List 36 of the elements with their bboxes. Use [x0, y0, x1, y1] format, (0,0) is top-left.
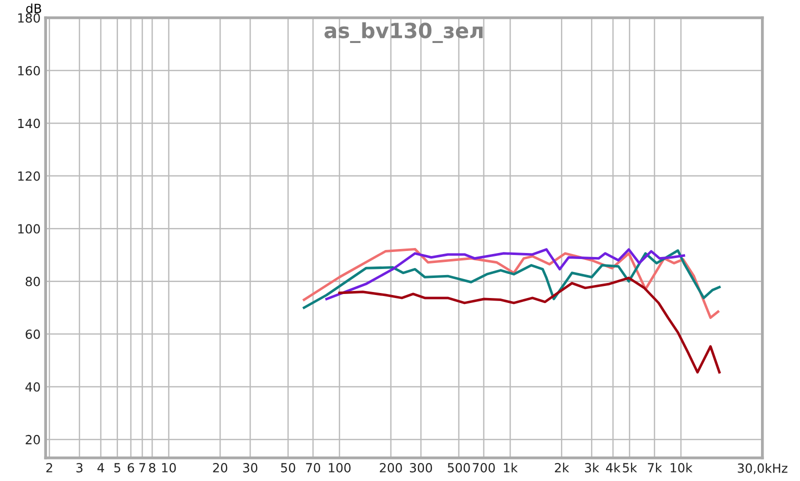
y-tick-label: 20 — [26, 434, 40, 444]
x-tick-label: 2 — [46, 462, 52, 472]
x-tick-label: 20 — [213, 462, 228, 472]
x-tick-label: 300 — [410, 462, 432, 472]
x-tick-label: 30 — [243, 462, 258, 472]
y-tick-label: 180 — [18, 13, 40, 23]
y-tick-label: 140 — [18, 118, 40, 128]
x-tick-label: 3 — [76, 462, 82, 472]
x-tick-label: 500 — [448, 462, 470, 472]
y-axis-title: dB — [26, 4, 42, 14]
y-tick-label: 160 — [18, 66, 40, 76]
y-tick-label: 40 — [25, 382, 40, 392]
x-tick-label: 4k — [606, 462, 621, 472]
x-tick-label: 200 — [380, 462, 402, 472]
y-tick-label: 100 — [18, 224, 40, 234]
y-tick-label: 80 — [26, 276, 40, 286]
x-tick-label: 50 — [281, 462, 296, 472]
x-tick-label: 10 — [162, 462, 176, 472]
x-tick-label: 70 — [306, 462, 320, 472]
x-tick-label: 1k — [504, 462, 518, 472]
x-tick-label: 5 — [114, 463, 120, 472]
x-tick-label: 10k — [670, 462, 692, 472]
y-tick-label: 60 — [26, 330, 40, 339]
x-axis-title: 30,0kHz — [738, 463, 788, 474]
x-tick-label: 700 — [472, 462, 495, 472]
x-tick-label: 7k — [648, 462, 662, 472]
chart-title: as_bv130_зел — [324, 22, 483, 43]
x-tick-label: 2k — [554, 462, 570, 472]
x-tick-label: 100 — [328, 462, 351, 472]
x-tick-label: 8 — [149, 462, 156, 472]
y-tick-label: 120 — [18, 171, 40, 181]
x-tick-label: 6 — [128, 462, 134, 472]
x-tick-label: 3k — [585, 462, 600, 472]
x-tick-label: 5k — [622, 462, 638, 472]
x-tick-label: 4 — [97, 463, 104, 472]
x-tick-label: 7 — [139, 463, 146, 472]
